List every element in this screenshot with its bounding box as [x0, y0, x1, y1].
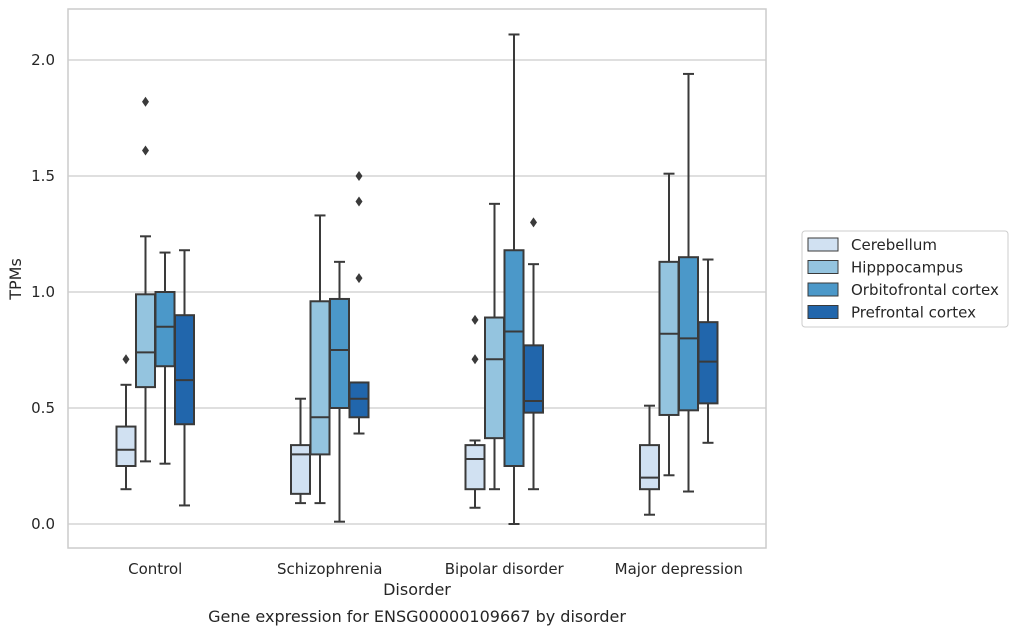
x-tick-label: Major depression — [615, 560, 743, 578]
x-tick-label: Control — [128, 560, 182, 578]
box-prefrontal-cortex — [697, 258, 719, 444]
y-tick-label: 1.5 — [31, 167, 55, 185]
outlier-point — [142, 145, 149, 156]
box-orbitofrontal-cortex — [503, 33, 525, 525]
box-series — [115, 33, 719, 525]
box-prefrontal-cortex — [348, 171, 370, 435]
box-cerebellum — [639, 404, 660, 516]
box-cerebellum — [115, 354, 137, 491]
y-tick-label: 1.0 — [31, 283, 55, 301]
legend-swatch — [807, 237, 839, 252]
legend-label: Hipppocampus — [851, 259, 963, 277]
outlier-point — [471, 354, 479, 365]
iqr-box — [697, 321, 719, 405]
box-prefrontal-cortex — [174, 249, 195, 507]
outlier-point — [142, 96, 149, 107]
legend-label: Prefrontal cortex — [851, 304, 976, 322]
outlier-point — [355, 273, 363, 284]
box-hipppocampus — [658, 172, 680, 477]
box-prefrontal-cortex — [523, 217, 544, 491]
iqr-box — [290, 444, 311, 495]
iqr-box — [115, 425, 137, 467]
legend-label: Orbitofrontal cortex — [851, 281, 999, 299]
chart-caption: Gene expression for ENSG00000109667 by d… — [208, 607, 626, 626]
iqr-box — [154, 291, 176, 368]
box-cerebellum — [464, 314, 486, 509]
x-axis-ticks: Control Schizophrenia Bipolar disorder Majo… — [128, 560, 743, 578]
outlier-point — [122, 354, 130, 365]
x-axis-title: Disorder — [383, 580, 451, 599]
iqr-box — [503, 249, 525, 467]
iqr-box — [135, 293, 156, 389]
box-orbitofrontal-cortex — [329, 260, 350, 523]
box-cerebellum — [290, 397, 311, 505]
plot-area-frame — [67, 8, 767, 549]
y-tick-label: 0.5 — [31, 399, 55, 417]
y-tick-label: 0.0 — [31, 515, 55, 533]
iqr-box — [464, 444, 486, 491]
box-hipppocampus — [135, 96, 156, 463]
legend-swatch — [807, 260, 839, 274]
outlier-point — [471, 314, 479, 325]
iqr-box — [309, 300, 331, 456]
y-tick-label: 2.0 — [31, 51, 55, 69]
iqr-box — [523, 344, 544, 414]
legend-label: Cerebellum — [851, 236, 937, 254]
box-orbitofrontal-cortex — [154, 251, 176, 465]
iqr-box — [484, 316, 505, 440]
iqr-box — [329, 297, 350, 409]
y-axis-ticks: 0.0 0.5 1.0 1.5 2.0 — [31, 51, 55, 533]
iqr-box — [348, 381, 370, 419]
outlier-point — [530, 217, 537, 228]
outlier-point — [355, 196, 363, 207]
x-tick-label: Schizophrenia — [277, 560, 382, 578]
x-tick-label: Bipolar disorder — [445, 560, 565, 578]
legend: Cerebellum Hipppocampus Orbitofrontal cort… — [801, 230, 1009, 328]
box-orbitofrontal-cortex — [678, 72, 699, 493]
legend-swatch — [807, 305, 839, 319]
box-hipppocampus — [309, 214, 331, 505]
y-axis-title: TPMs — [6, 258, 25, 301]
outlier-point — [355, 171, 363, 181]
iqr-box — [174, 314, 195, 426]
iqr-box — [639, 444, 660, 491]
legend-swatch — [807, 282, 839, 297]
iqr-box — [678, 256, 699, 412]
legend-frame — [801, 230, 1009, 328]
box-hipppocampus — [484, 202, 505, 491]
iqr-box — [658, 260, 680, 416]
